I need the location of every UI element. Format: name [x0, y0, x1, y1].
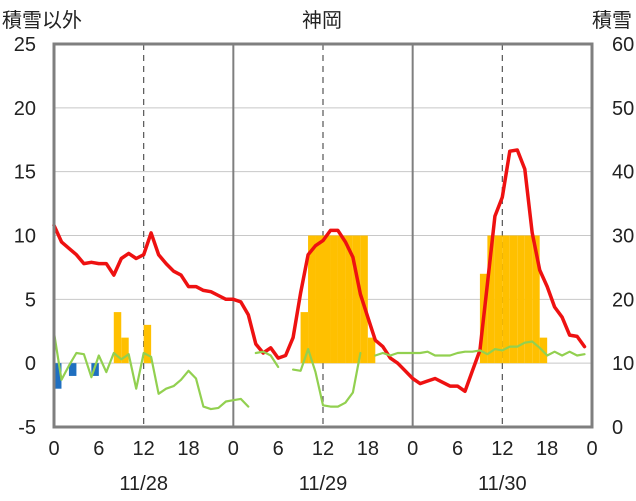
left-tick-label: 0: [25, 353, 36, 375]
left-tick-label: 5: [25, 289, 36, 311]
bar: [308, 235, 316, 364]
left-tick-label: 25: [14, 34, 36, 56]
bar: [517, 235, 525, 364]
bar: [315, 235, 323, 364]
left-tick-label: 15: [14, 162, 36, 184]
x-tick-label: 0: [48, 438, 59, 460]
bar: [532, 235, 540, 364]
date-label: 11/30: [478, 473, 527, 495]
bar: [352, 235, 361, 364]
right-tick-label: 40: [612, 162, 634, 184]
x-tick-label: 12: [133, 438, 155, 460]
bar: [323, 235, 331, 364]
right-tick-label: 0: [612, 417, 623, 439]
x-tick-label: 6: [93, 438, 104, 460]
left-tick-label: -5: [18, 417, 36, 439]
right-axis-label: 積雪: [592, 9, 632, 32]
x-tick-label: 18: [357, 438, 379, 460]
bar: [113, 312, 122, 364]
bar: [487, 235, 495, 364]
x-tick-label: 0: [228, 438, 239, 460]
bar: [337, 235, 346, 364]
x-tick-label: 18: [177, 438, 199, 460]
x-tick-label: 12: [312, 438, 334, 460]
series-line: [52, 148, 587, 394]
series-line: [52, 331, 250, 411]
series-line: [254, 350, 280, 369]
bar: [345, 235, 353, 364]
right-tick-label: 20: [612, 289, 634, 311]
right-tick-label: 50: [612, 98, 634, 120]
bar: [494, 235, 503, 364]
left-tick-label: 10: [14, 226, 36, 248]
x-tick-label: 18: [536, 438, 558, 460]
x-tick-label: 12: [491, 438, 513, 460]
bar: [121, 337, 129, 364]
series-line: [374, 340, 586, 357]
right-tick-label: 30: [612, 226, 634, 248]
x-tick-label: 6: [273, 438, 284, 460]
x-tick-label: 0: [407, 438, 418, 460]
bar: [360, 235, 368, 364]
bar: [300, 312, 309, 364]
plot-frame: [52, 42, 594, 429]
bar: [524, 235, 533, 364]
bar: [502, 235, 510, 364]
x-tick-label: 0: [586, 438, 597, 460]
right-tick-label: 60: [612, 34, 634, 56]
bar: [68, 363, 77, 376]
bar: [143, 324, 152, 364]
left-tick-label: 20: [14, 98, 36, 120]
date-label: 11/29: [299, 473, 348, 495]
bar: [330, 235, 338, 364]
bar: [509, 235, 518, 364]
bar: [367, 337, 376, 364]
right-tick-label: 10: [612, 353, 634, 375]
date-label: 11/28: [119, 473, 168, 495]
x-tick-label: 6: [452, 438, 463, 460]
bar: [54, 363, 62, 389]
series-line: [292, 348, 362, 408]
left-axis-label: 積雪以外: [2, 9, 82, 32]
chart-title: 神岡: [302, 9, 342, 32]
